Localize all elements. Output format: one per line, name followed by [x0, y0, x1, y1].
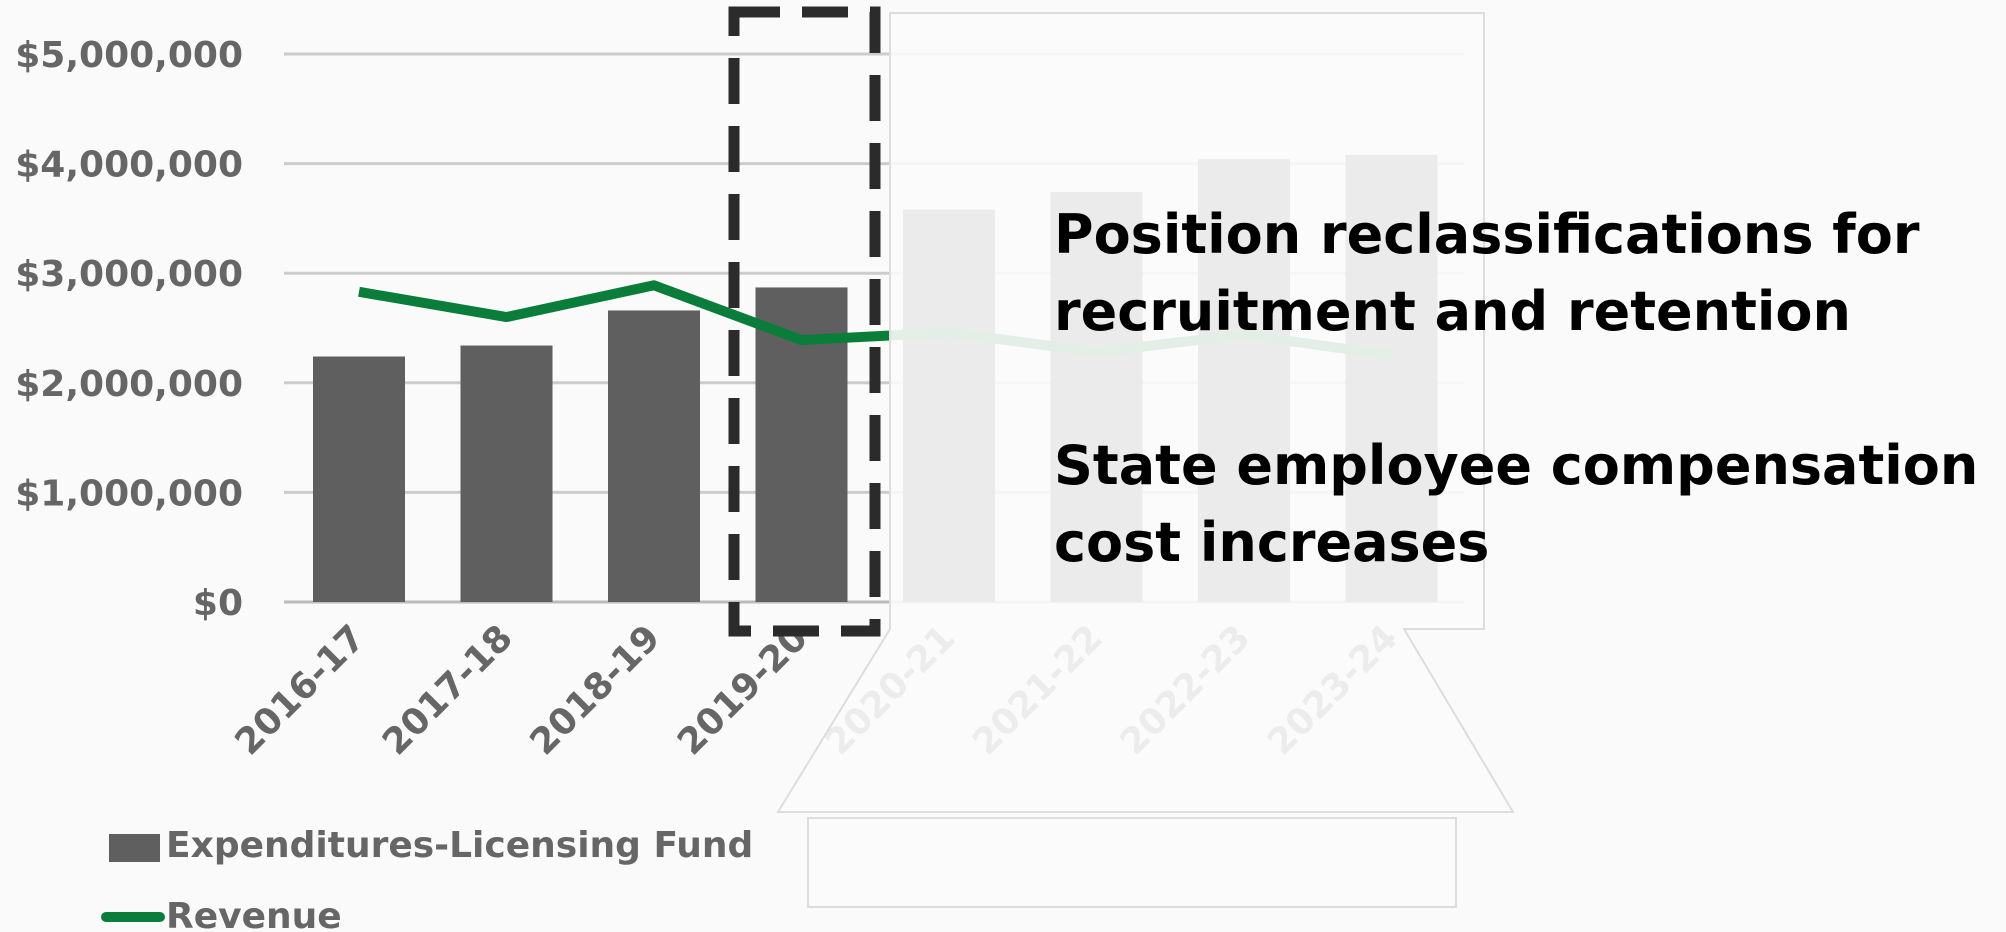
fade-panel [776, 12, 1515, 813]
x-tick-label: 2017-18 [375, 617, 521, 763]
y-tick-label: $4,000,000 [15, 145, 243, 186]
legend-label: Revenue [166, 896, 342, 932]
x-tick-label: 2016-17 [228, 617, 374, 763]
y-tick-label: $0 [193, 583, 243, 624]
y-tick-label: $5,000,000 [15, 35, 243, 76]
highlight-box [728, 6, 881, 637]
bar [608, 310, 700, 602]
y-tick-label: $1,000,000 [15, 473, 243, 514]
annotations: Position reclassifications for recruitme… [1054, 196, 1994, 658]
x-tick-label: 2019-20 [670, 617, 816, 763]
legend-swatch [109, 834, 160, 862]
bar [460, 345, 553, 602]
annotation: Position reclassifications for recruitme… [1054, 203, 1920, 343]
bar [313, 356, 405, 602]
blank-box [807, 817, 1457, 908]
legend-label: Expenditures-Licensing Fund [166, 825, 753, 866]
x-tick-label: 2018-19 [523, 617, 669, 763]
annotation: State employee compensation cost increas… [1054, 434, 1979, 574]
y-tick-label: $3,000,000 [15, 254, 243, 295]
y-tick-label: $2,000,000 [15, 364, 243, 405]
